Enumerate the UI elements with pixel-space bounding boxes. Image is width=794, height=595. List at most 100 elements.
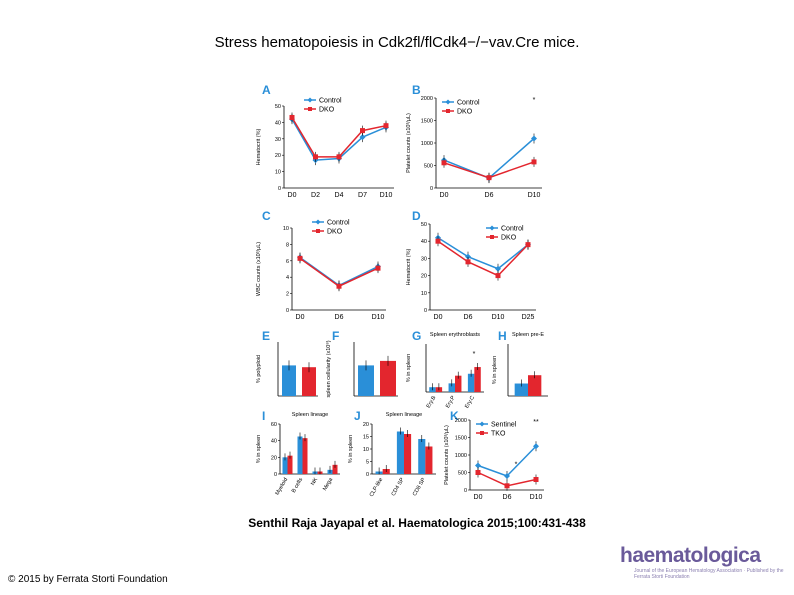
y-axis-label: % in spleen [492, 356, 498, 384]
panel-letter-b: B [412, 84, 421, 97]
bar [380, 360, 396, 396]
logo-wordmark: haematologica [620, 544, 761, 567]
data-point [465, 253, 471, 260]
x-tick-label: D6 [503, 494, 512, 501]
bar [282, 365, 296, 396]
legend-entry-0: Control [457, 100, 480, 107]
x-tick-label: D0 [474, 494, 483, 501]
bar [358, 365, 374, 396]
y-axis-label: Platelet counts (x10³/µL) [406, 113, 412, 173]
data-point [375, 265, 381, 271]
y-tick-label: 500 [458, 471, 467, 477]
panel-j: J Spleen lineage % in spleen 0 5 10 15 20 CLP-li… [348, 409, 436, 498]
x-tick-label: Ery.C [464, 395, 476, 410]
y-axis-label: % in spleen [256, 435, 262, 463]
y-tick-label: 1000 [455, 453, 467, 459]
y-tick-label: 40 [421, 239, 427, 245]
legend-marker [316, 229, 320, 233]
y-tick-label: 10 [275, 170, 281, 176]
y-tick-label: 20 [271, 455, 277, 461]
y-axis-label: % polyploid [256, 355, 262, 383]
x-tick-label: D6 [335, 314, 344, 321]
x-tick-label: D7 [358, 192, 367, 199]
legend-entry-0: Control [319, 98, 342, 105]
y-tick-label: 5 [366, 460, 369, 466]
panel-letter-h: H [498, 329, 507, 343]
x-tick-label: Mega [322, 476, 335, 492]
legend-entry-1: DKO [501, 235, 517, 242]
x-tick-label: B cells [291, 477, 304, 494]
data-point [336, 154, 342, 160]
data-point [465, 259, 471, 265]
x-tick-label: D4 [335, 192, 344, 199]
bar [425, 446, 433, 474]
legend-entry-1: DKO [457, 109, 473, 116]
x-tick-label: D6 [485, 192, 494, 199]
y-tick-label: 20 [363, 422, 369, 428]
data-point [289, 114, 295, 120]
data-point [336, 283, 342, 289]
legend-marker [445, 99, 451, 105]
panel-d: D Hematocrit (%) 0 10 20 30 40 50 D0 D6 D10 D25 Cont… [406, 209, 536, 321]
x-tick-label: D10 [492, 314, 505, 321]
legend-marker [479, 421, 485, 427]
y-tick-label: 6 [286, 259, 289, 265]
data-point [495, 273, 501, 279]
y-tick-label: 8 [286, 242, 289, 248]
data-point [486, 175, 492, 181]
panel-c: C WBC counts (x10³/µL) 0 2 4 6 8 10 D0 D6 D10 Contr… [256, 209, 386, 321]
legend-entry-0: Sentinel [491, 422, 517, 429]
bar [448, 383, 455, 392]
legend-marker [480, 431, 484, 435]
panel-i: I Spleen lineage % in spleen 0 20 40 60 Myeloid… [256, 409, 340, 496]
y-axis-label: Hematocrit (%) [256, 128, 262, 165]
legend-entry-1: DKO [319, 107, 335, 114]
x-tick-label: CLP-like [369, 477, 385, 498]
bar [404, 434, 412, 474]
panel-letter-d: D [412, 209, 421, 223]
y-tick-label: 0 [366, 472, 369, 478]
data-point [533, 477, 539, 482]
x-tick-label: D10 [372, 314, 385, 321]
x-tick-label: D6 [464, 314, 473, 321]
y-axis-label: % in spleen [348, 435, 354, 463]
y-tick-label: 10 [363, 447, 369, 453]
panel-b: B Platelet counts (x10³/µL) 0 500 1000 1500 20… [406, 84, 542, 199]
bar [287, 455, 293, 474]
legend-entry-0: Control [501, 226, 524, 233]
y-tick-label: 30 [421, 256, 427, 262]
x-tick-label: CD8 SP [412, 477, 427, 497]
panel-subtitle-i: Spleen lineage [292, 412, 328, 418]
bar [297, 436, 303, 474]
panel-e: E % polyploid [256, 329, 318, 397]
y-tick-label: 15 [363, 435, 369, 441]
y-tick-label: 50 [275, 104, 281, 110]
significance-marker: * [473, 351, 476, 358]
data-point [383, 123, 389, 129]
bar [302, 367, 316, 396]
y-tick-label: 0 [274, 472, 277, 478]
legend-entry-0: Control [327, 220, 350, 227]
y-axis-label: % in spleen [406, 354, 412, 382]
bar [514, 383, 528, 396]
x-tick-label: Ery.P [445, 395, 457, 410]
y-tick-label: 0 [286, 308, 289, 314]
y-tick-label: 1000 [421, 141, 433, 147]
y-tick-label: 50 [421, 222, 427, 228]
data-point [313, 154, 318, 160]
legend-marker [446, 109, 450, 113]
y-axis-label: spleen cellularity (x10⁸) [325, 340, 332, 397]
y-tick-label: 20 [275, 153, 281, 159]
bar [302, 438, 308, 474]
y-tick-label: 10 [283, 226, 289, 232]
x-tick-label: CD4 SP [391, 477, 406, 497]
x-tick-label: D10 [380, 192, 393, 199]
data-point [504, 483, 510, 489]
panel-letter-f: F [332, 329, 339, 343]
bar [455, 375, 462, 392]
data-point [504, 473, 510, 479]
y-tick-label: 500 [424, 164, 433, 170]
x-tick-label: D10 [530, 494, 543, 501]
data-point [525, 242, 531, 248]
